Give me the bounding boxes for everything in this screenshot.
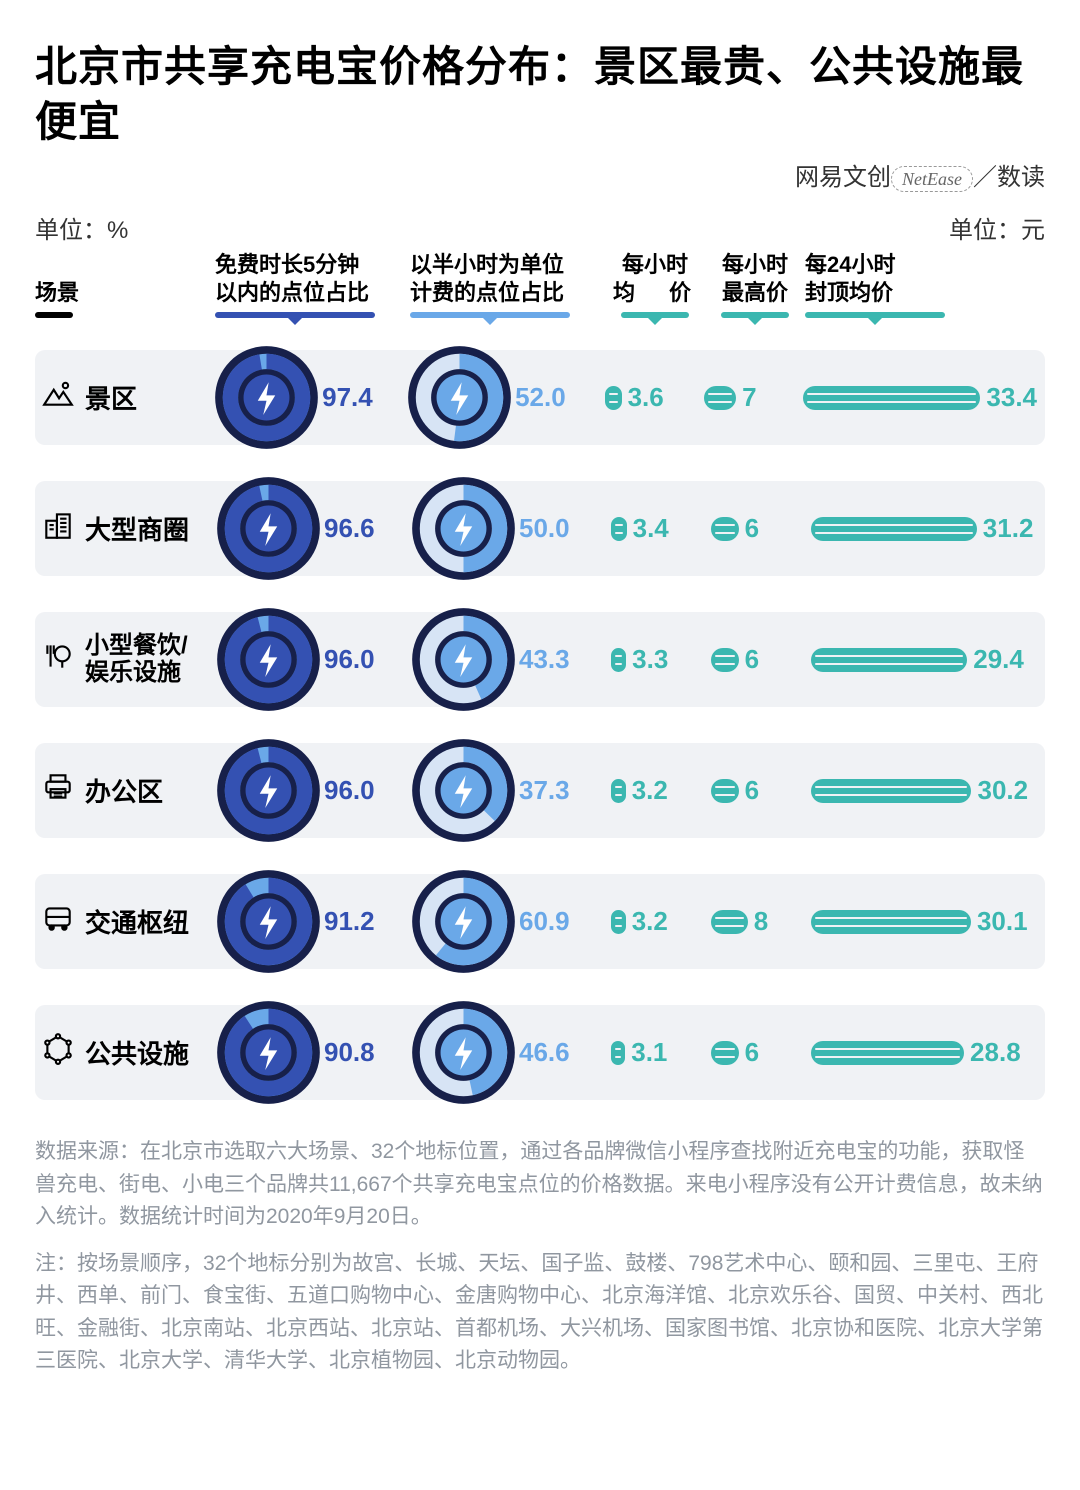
scene-cell: 小型餐饮/娱乐设施: [41, 633, 221, 686]
table-row: 公共设施 90.8 46.6 3.1 6: [35, 1005, 1045, 1100]
bar-max: 7: [704, 382, 803, 413]
bar-hourly: 3.6: [605, 382, 704, 413]
donut-halfhour: 52.0: [412, 350, 605, 445]
building-icon: [41, 508, 75, 549]
bar-max: 6: [711, 513, 811, 544]
printer-icon: [41, 770, 75, 811]
bar-max: 6: [711, 775, 811, 806]
unit-left: 单位：%: [35, 210, 128, 245]
bar-max: 6: [711, 644, 811, 675]
col-header-max: 每小时最高价: [705, 251, 805, 328]
unit-right: 单位：元: [949, 210, 1045, 245]
table-row: 景区 97.4 52.0 3.6 7: [35, 350, 1045, 445]
donut-halfhour: 46.6: [416, 1005, 611, 1100]
scene-cell: 办公区: [41, 770, 221, 811]
page-title: 北京市共享充电宝价格分布：景区最贵、公共设施最便宜: [35, 40, 1045, 149]
col-header-free5: 免费时长5分钟以内的点位占比: [215, 251, 410, 328]
bar-cap: 28.8: [811, 1037, 1037, 1068]
table-row: 大型商圈 96.6 50.0 3.4 6: [35, 481, 1045, 576]
bus-icon: [41, 901, 75, 942]
footnote-note: 注：按场景顺序，32个地标分别为故宫、长城、天坛、国子监、鼓楼、798艺术中心、…: [35, 1248, 1045, 1378]
scene-cell: 公共设施: [41, 1032, 221, 1073]
donut-halfhour: 37.3: [416, 743, 611, 838]
mountain-icon: [41, 377, 75, 418]
scene-cell: 大型商圈: [41, 508, 221, 549]
bar-cap: 31.2: [811, 513, 1037, 544]
footnotes: 数据来源：在北京市选取六大场景、32个地标位置，通过各品牌微信小程序查找附近充电…: [35, 1136, 1045, 1378]
donut-free5: 96.0: [221, 743, 416, 838]
bar-hourly: 3.2: [611, 775, 711, 806]
units-row: 单位：% 单位：元: [35, 210, 1045, 245]
data-rows: 景区 97.4 52.0 3.6 7: [35, 350, 1045, 1100]
bar-cap: 29.4: [811, 644, 1037, 675]
donut-free5: 96.6: [221, 481, 416, 576]
bar-max: 8: [711, 906, 811, 937]
donut-halfhour: 50.0: [416, 481, 611, 576]
donut-halfhour: 60.9: [416, 874, 611, 969]
bar-hourly: 3.4: [611, 513, 711, 544]
hex-icon: [41, 1032, 75, 1073]
donut-free5: 96.0: [221, 612, 416, 707]
table-header: 场景 免费时长5分钟以内的点位占比 以半小时为单位计费的点位占比 每小时均 价 …: [35, 251, 1045, 328]
donut-free5: 90.8: [221, 1005, 416, 1100]
brand-logo: 网易文创NetEase／数读: [35, 157, 1045, 192]
bar-hourly: 3.1: [611, 1037, 711, 1068]
table-row: 小型餐饮/娱乐设施 96.0 43.3 3.3 6: [35, 612, 1045, 707]
table-row: 交通枢纽 91.2 60.9 3.2 8: [35, 874, 1045, 969]
donut-halfhour: 43.3: [416, 612, 611, 707]
col-header-hourly: 每小时均 价: [605, 251, 705, 328]
donut-free5: 91.2: [221, 874, 416, 969]
bar-max: 6: [711, 1037, 811, 1068]
scene-cell: 交通枢纽: [41, 901, 221, 942]
col-header-halfhour: 以半小时为单位计费的点位占比: [410, 251, 605, 328]
col-header-scene: 场景: [35, 279, 215, 329]
bar-cap: 30.1: [811, 906, 1037, 937]
bar-cap: 33.4: [803, 382, 1037, 413]
col-header-cap: 每24小时封顶均价: [805, 251, 1045, 328]
bar-hourly: 3.2: [611, 906, 711, 937]
donut-free5: 97.4: [219, 350, 412, 445]
scene-cell: 景区: [41, 377, 219, 418]
fork-icon: [41, 639, 75, 680]
footnote-source: 数据来源：在北京市选取六大场景、32个地标位置，通过各品牌微信小程序查找附近充电…: [35, 1136, 1045, 1234]
table-row: 办公区 96.0 37.3 3.2 6: [35, 743, 1045, 838]
bar-cap: 30.2: [811, 775, 1037, 806]
bar-hourly: 3.3: [611, 644, 711, 675]
